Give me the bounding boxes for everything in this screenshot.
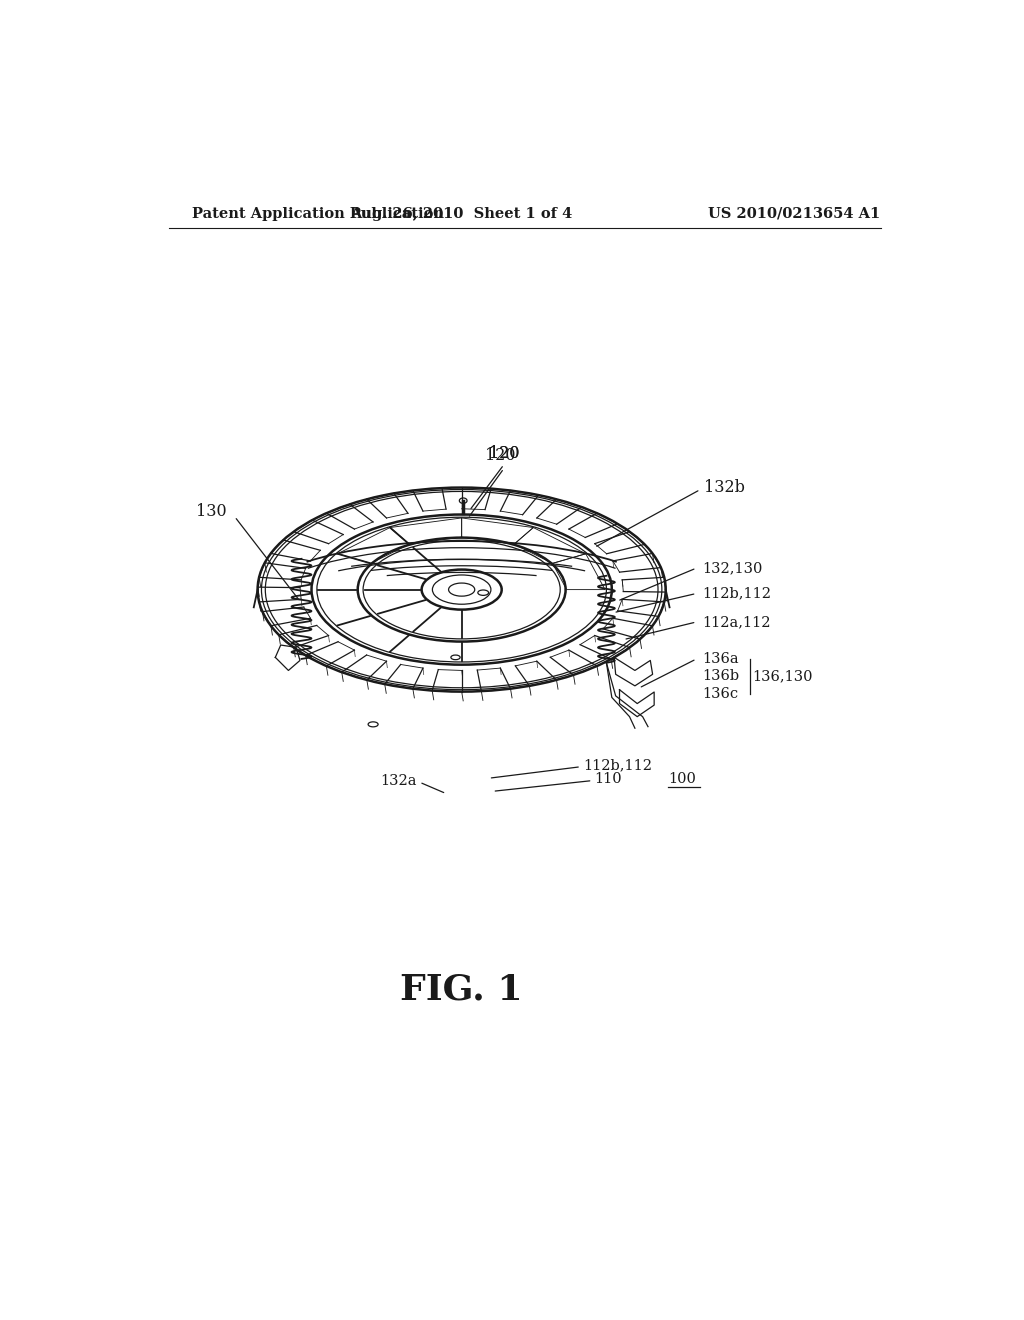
Text: 136c: 136c bbox=[701, 686, 738, 701]
Text: 100: 100 bbox=[668, 772, 696, 785]
Text: 120: 120 bbox=[485, 447, 515, 465]
Text: 136a: 136a bbox=[701, 652, 738, 665]
Text: 120: 120 bbox=[488, 445, 519, 462]
Text: 112b,112: 112b,112 bbox=[584, 758, 652, 772]
Text: 110: 110 bbox=[594, 772, 622, 785]
Text: 112a,112: 112a,112 bbox=[701, 615, 770, 628]
Text: Aug. 26, 2010  Sheet 1 of 4: Aug. 26, 2010 Sheet 1 of 4 bbox=[350, 207, 572, 220]
Text: 132a: 132a bbox=[381, 774, 417, 788]
Text: 136b: 136b bbox=[701, 669, 739, 682]
Text: FIG. 1: FIG. 1 bbox=[400, 973, 523, 1007]
Text: US 2010/0213654 A1: US 2010/0213654 A1 bbox=[708, 207, 881, 220]
Text: 112b,112: 112b,112 bbox=[701, 586, 771, 601]
Text: Patent Application Publication: Patent Application Publication bbox=[193, 207, 444, 220]
Text: 132b: 132b bbox=[705, 479, 745, 496]
Text: 120: 120 bbox=[488, 445, 519, 462]
Text: 132,130: 132,130 bbox=[701, 561, 762, 576]
Text: 130: 130 bbox=[197, 503, 226, 520]
Text: 136,130: 136,130 bbox=[752, 669, 812, 682]
